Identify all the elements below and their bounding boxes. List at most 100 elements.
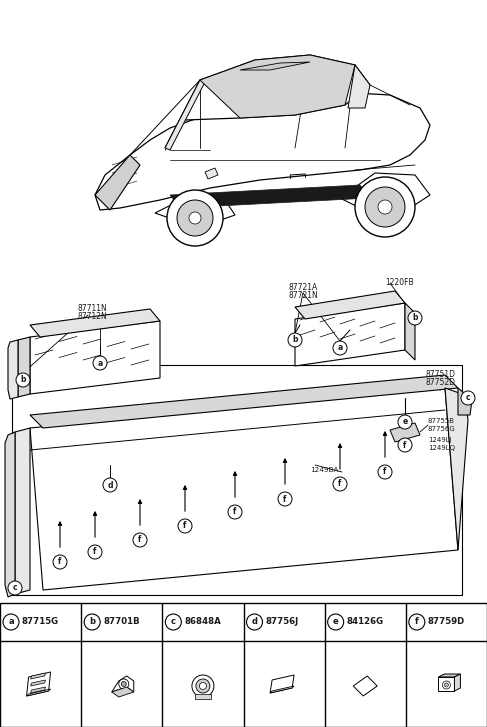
Text: b: b xyxy=(20,376,26,385)
Text: 87721N: 87721N xyxy=(288,291,318,300)
Circle shape xyxy=(192,675,214,697)
Circle shape xyxy=(165,614,181,630)
Polygon shape xyxy=(112,687,134,697)
Polygon shape xyxy=(438,677,454,691)
Circle shape xyxy=(103,478,117,492)
Text: 87712N: 87712N xyxy=(78,312,108,321)
Circle shape xyxy=(278,492,292,506)
Circle shape xyxy=(288,333,302,347)
Text: 87756G: 87756G xyxy=(428,426,456,432)
Circle shape xyxy=(84,614,100,630)
Text: b: b xyxy=(412,313,418,323)
Polygon shape xyxy=(30,375,458,428)
Text: b: b xyxy=(292,335,298,345)
Circle shape xyxy=(246,614,262,630)
Text: d: d xyxy=(107,481,113,489)
Circle shape xyxy=(378,465,392,479)
Text: e: e xyxy=(402,417,408,427)
Polygon shape xyxy=(12,365,462,595)
Circle shape xyxy=(3,614,19,630)
Circle shape xyxy=(119,679,129,689)
Text: 87752D: 87752D xyxy=(425,378,455,387)
Text: 1220FB: 1220FB xyxy=(385,278,413,287)
Circle shape xyxy=(378,200,392,214)
Circle shape xyxy=(121,681,126,686)
Circle shape xyxy=(16,373,30,387)
Text: f: f xyxy=(403,441,407,449)
Text: 1249LQ: 1249LQ xyxy=(428,445,455,451)
Polygon shape xyxy=(348,65,370,108)
Circle shape xyxy=(398,415,412,429)
Circle shape xyxy=(189,212,201,224)
Polygon shape xyxy=(31,680,46,686)
Circle shape xyxy=(333,477,347,491)
Text: c: c xyxy=(171,617,176,627)
Text: c: c xyxy=(13,584,18,593)
Polygon shape xyxy=(454,674,460,691)
Polygon shape xyxy=(270,675,294,693)
Polygon shape xyxy=(458,388,472,415)
Polygon shape xyxy=(165,55,370,148)
Polygon shape xyxy=(195,694,211,699)
Text: 1249LJ: 1249LJ xyxy=(428,437,451,443)
Text: f: f xyxy=(138,536,142,545)
Polygon shape xyxy=(170,185,370,208)
Circle shape xyxy=(409,614,425,630)
Circle shape xyxy=(167,190,223,246)
Circle shape xyxy=(328,614,344,630)
Text: 84126G: 84126G xyxy=(347,617,384,627)
Polygon shape xyxy=(95,155,140,210)
Polygon shape xyxy=(240,62,310,70)
Polygon shape xyxy=(390,423,420,442)
Text: e: e xyxy=(333,617,338,627)
Text: f: f xyxy=(183,521,187,531)
Text: 87715G: 87715G xyxy=(22,617,59,627)
Text: 87711N: 87711N xyxy=(78,304,108,313)
Polygon shape xyxy=(295,291,405,319)
Polygon shape xyxy=(112,676,134,692)
Text: 87751D: 87751D xyxy=(425,370,455,379)
Polygon shape xyxy=(27,689,51,696)
Text: f: f xyxy=(338,480,342,489)
Polygon shape xyxy=(340,173,430,208)
Circle shape xyxy=(445,683,449,687)
Polygon shape xyxy=(295,303,405,366)
Text: 1249BA: 1249BA xyxy=(310,467,338,473)
Circle shape xyxy=(461,391,475,405)
Circle shape xyxy=(177,200,213,236)
Polygon shape xyxy=(15,428,30,594)
Text: f: f xyxy=(383,467,387,476)
Circle shape xyxy=(228,505,242,519)
Polygon shape xyxy=(205,168,218,179)
Circle shape xyxy=(8,581,22,595)
Circle shape xyxy=(398,438,412,452)
Polygon shape xyxy=(31,687,46,693)
Text: 86848A: 86848A xyxy=(185,617,221,627)
Text: 87701B: 87701B xyxy=(103,617,140,627)
Text: 87721A: 87721A xyxy=(288,283,318,292)
Text: f: f xyxy=(94,547,97,556)
Polygon shape xyxy=(165,80,205,150)
Circle shape xyxy=(178,519,192,533)
Text: a: a xyxy=(97,358,103,368)
Polygon shape xyxy=(18,337,30,397)
Text: d: d xyxy=(251,617,258,627)
Polygon shape xyxy=(30,388,458,590)
Circle shape xyxy=(442,681,450,689)
Text: 87759D: 87759D xyxy=(428,617,465,627)
Circle shape xyxy=(365,187,405,227)
Polygon shape xyxy=(353,676,377,696)
Polygon shape xyxy=(8,340,18,399)
Polygon shape xyxy=(155,198,235,222)
Polygon shape xyxy=(438,674,460,677)
Circle shape xyxy=(355,177,415,237)
Bar xyxy=(0,603,487,727)
Circle shape xyxy=(53,555,67,569)
Text: f: f xyxy=(415,617,419,627)
Text: f: f xyxy=(233,507,237,516)
Circle shape xyxy=(199,683,206,689)
Circle shape xyxy=(196,679,210,693)
Circle shape xyxy=(88,545,102,559)
Polygon shape xyxy=(95,93,430,210)
Text: a: a xyxy=(8,617,14,627)
